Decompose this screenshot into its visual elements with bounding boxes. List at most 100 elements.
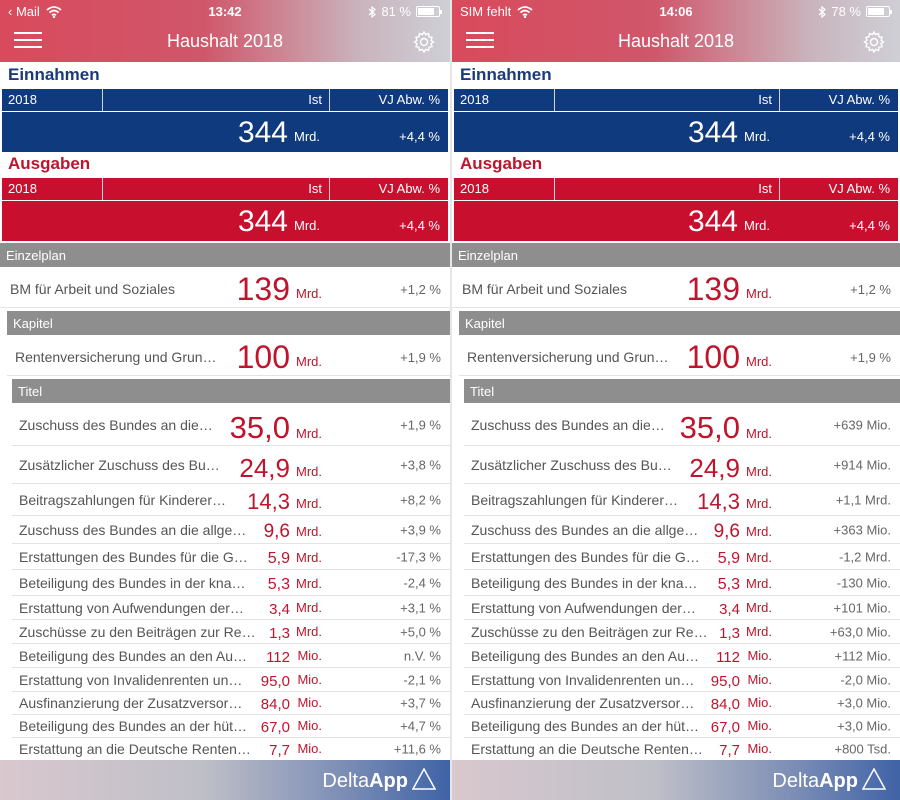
titel-pct: +1,1 Mrd. (835, 492, 891, 507)
titel-label: Beteiligung des Bundes an den Au… (471, 647, 700, 664)
menu-icon[interactable] (14, 32, 42, 52)
app-title: Haushalt 2018 (166, 31, 284, 51)
titel-value: 95,0 (710, 673, 740, 690)
titel-value: 35,0 (679, 410, 740, 445)
titel-unit: Mrd. (746, 426, 772, 441)
einnahmen-col-ist: Ist (308, 92, 322, 107)
titel-label: Zuschuss des Bundes an die… (19, 416, 213, 433)
einzelplan-row[interactable]: BM für Arbeit und Soziales 139 Mrd. +1,2… (452, 268, 900, 308)
titel-pct: +112 Mio. (834, 648, 892, 663)
ausgaben-value-row[interactable]: 344 Mrd. +4,4 % (454, 201, 898, 241)
titel-row[interactable]: Beteiligung des Bundes an der hüt… 67,0 Mi… (464, 715, 900, 738)
gear-icon[interactable] (862, 30, 886, 54)
phone-screen-left: ‹ Mail 13:42 81 % Haushalt 2018 (0, 0, 450, 800)
titel-row[interactable]: Erstattung von Aufwendungen der… 3,4 Mrd. +… (12, 596, 450, 620)
titel-value: 5,9 (267, 550, 290, 567)
einnahmen-value: 344 (237, 116, 288, 149)
bluetooth-icon (368, 5, 377, 18)
titel-row[interactable]: Erstattung von Aufwendungen der… 3,4 Mrd. +… (464, 596, 900, 620)
einnahmen-value-row[interactable]: 344 Mrd. +4,4 % (2, 112, 448, 152)
titel-label: Erstattung an die Deutsche Renten… (471, 741, 703, 757)
titel-value: 1,3 (719, 625, 740, 642)
einnahmen-col-vj: VJ Abw. % (378, 92, 440, 107)
titel-pct: +1,9 % (400, 417, 441, 432)
titel-pct: +101 Mio. (833, 600, 891, 615)
titel-unit: Mrd. (746, 496, 772, 511)
titel-row[interactable]: Beteiligung des Bundes an der hüt… 67,0 Mi… (12, 715, 450, 738)
titel-value: 7,7 (269, 742, 290, 759)
titel-row[interactable]: Zusätzlicher Zuschuss des Bu… 24,9 Mrd. +3,… (12, 446, 450, 484)
status-bar: ‹ Mail 13:42 81 % (0, 0, 450, 22)
titel-pct: +639 Mio. (833, 417, 891, 432)
titel-pct: +914 Mio. (833, 457, 891, 472)
bluetooth-icon (818, 5, 827, 18)
einzelplan-value: 139 (236, 271, 290, 307)
einzelplan-row[interactable]: BM für Arbeit und Soziales 139 Mrd. +1,2… (0, 268, 450, 308)
titel-row[interactable]: Beteiligung des Bundes an den Au… 112 Mio.… (12, 644, 450, 668)
titel-row[interactable]: Beteiligung des Bundes an den Au… 112 Mio.… (464, 644, 900, 668)
ausgaben-value-row[interactable]: 344 Mrd. +4,4 % (2, 201, 448, 241)
titel-row[interactable]: Zuschuss des Bundes an die allge… 9,6 Mrd.… (12, 516, 450, 544)
titel-row[interactable]: Ausfinanzierung der Zusatzversor… 84,0 Mio… (464, 692, 900, 715)
titel-value: 67,0 (710, 719, 740, 736)
titel-row[interactable]: Erstattung von Invalidenrenten un… 95,0 Mi… (464, 668, 900, 692)
titel-row[interactable]: Zuschuss des Bundes an die… 35,0 Mrd. +639 … (464, 404, 900, 446)
titel-label: Erstattungen des Bundes für die G… (19, 548, 248, 565)
titel-unit: Mio. (297, 695, 322, 710)
titel-label: Zuschuss des Bundes an die… (471, 416, 665, 433)
titel-row[interactable]: Zuschüsse zu den Beiträgen zur Re… 1,3 Mrd… (464, 620, 900, 644)
titel-value: 1,3 (269, 625, 290, 642)
status-bar: SIM fehlt 14:06 78 % (452, 0, 900, 22)
titel-unit: Mrd. (296, 550, 322, 565)
battery-icon (416, 6, 442, 17)
kapitel-value: 100 (236, 339, 290, 375)
titel-row[interactable]: Beteiligung des Bundes in der kna… 5,3 Mrd… (464, 570, 900, 596)
titel-pct: +3,1 % (400, 600, 441, 615)
battery-icon (866, 6, 892, 17)
ausgaben-heading: Ausgaben (8, 154, 91, 173)
titel-row[interactable]: Ausfinanzierung der Zusatzversor… 84,0 Mio… (12, 692, 450, 715)
back-to-app-link[interactable]: ‹ Mail (8, 4, 40, 19)
titel-row[interactable]: Erstattungen des Bundes für die G… 5,9 Mrd… (464, 544, 900, 570)
menu-icon[interactable] (466, 32, 494, 52)
titel-value: 5,3 (717, 576, 740, 593)
titel-unit: Mio. (747, 718, 772, 733)
titel-row[interactable]: Zuschuss des Bundes an die allge… 9,6 Mrd.… (464, 516, 900, 544)
titel-unit: Mrd. (296, 524, 322, 539)
titel-label: Zuschüsse zu den Beiträgen zur Re… (471, 623, 708, 640)
titel-row[interactable]: Beteiligung des Bundes in der kna… 5,3 Mrd… (12, 570, 450, 596)
titel-row[interactable]: Zuschuss des Bundes an die… 35,0 Mrd. +1,9 … (12, 404, 450, 446)
titel-unit: Mio. (297, 648, 322, 663)
app-title: Haushalt 2018 (617, 31, 735, 51)
titel-pct: +11,6 % (393, 741, 441, 757)
titel-pct: n.V. % (403, 648, 441, 663)
einnahmen-pct: +4,4 % (399, 129, 440, 144)
clock: 13:42 (208, 4, 242, 19)
titel-row[interactable]: Erstattung an die Deutsche Renten… 7,7 Mio… (464, 738, 900, 761)
titel-label: Beteiligung des Bundes an den Au… (19, 647, 248, 664)
titel-label: Zusätzlicher Zuschuss des Bu… (471, 456, 672, 473)
titel-pct: +3,0 Mio. (837, 695, 891, 711)
back-to-app-link[interactable]: SIM fehlt (460, 4, 512, 19)
titel-row[interactable]: Zusätzlicher Zuschuss des Bu… 24,9 Mrd. +91… (464, 446, 900, 484)
titel-row[interactable]: Beitragszahlungen für Kinderer… 14,3 Mrd. +… (12, 484, 450, 516)
einnahmen-value: 344 (687, 116, 738, 149)
titel-row[interactable]: Erstattung von Invalidenrenten un… 95,0 Mi… (12, 668, 450, 692)
titel-row[interactable]: Zuschüsse zu den Beiträgen zur Re… 1,3 Mrd… (12, 620, 450, 644)
kapitel-row[interactable]: Rentenversicherung und Grun… 100 Mrd. +1… (459, 336, 900, 376)
kapitel-row[interactable]: Rentenversicherung und Grun… 100 Mrd. +1… (7, 336, 450, 376)
titel-label: Erstattung von Aufwendungen der… (19, 599, 244, 616)
gear-icon[interactable] (412, 30, 436, 54)
titel-value: 35,0 (229, 410, 290, 445)
titel-row[interactable]: Erstattungen des Bundes für die G… 5,9 Mrd… (12, 544, 450, 570)
titel-pct: +3,0 Mio. (837, 718, 891, 734)
titel-row[interactable]: Erstattung an die Deutsche Renten… 7,7 Mio… (12, 738, 450, 761)
kapitel-unit: Mrd. (296, 354, 322, 369)
titel-row[interactable]: Beitragszahlungen für Kinderer… 14,3 Mrd. +… (464, 484, 900, 516)
einnahmen-value-row[interactable]: 344 Mrd. +4,4 % (454, 112, 898, 152)
titel-list: Zuschuss des Bundes an die… 35,0 Mrd. +1,9 … (12, 404, 450, 761)
titel-value: 7,7 (719, 742, 740, 759)
titel-unit: Mio. (747, 695, 772, 710)
titel-list: Zuschuss des Bundes an die… 35,0 Mrd. +639 … (464, 404, 900, 761)
phone-screen-right: SIM fehlt 14:06 78 % Haushalt 2018 (450, 0, 900, 800)
